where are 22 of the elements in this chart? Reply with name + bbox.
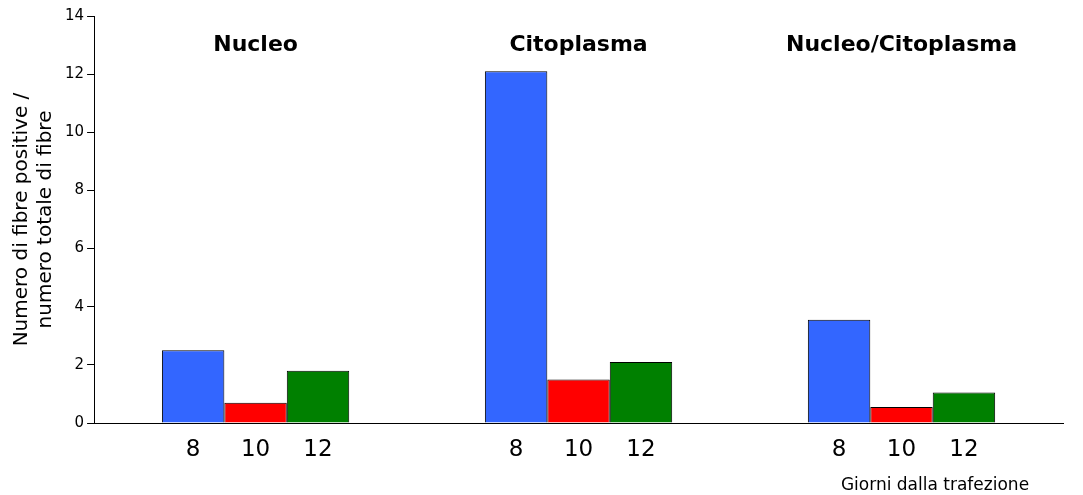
- text: 12: [949, 435, 979, 461]
- series-label: 10: [240, 435, 271, 461]
- y-tick-label: 4: [74, 296, 85, 315]
- series-label: 12: [303, 435, 333, 461]
- text: 8: [508, 435, 524, 461]
- y-axis-title: Numero di fibre positive / numero totale di fibre: [8, 92, 57, 347]
- x-tick-label: Nucleo/Citoplasma: [785, 31, 1018, 56]
- y-tick-label: 0: [74, 412, 85, 431]
- series-label: 8: [185, 435, 201, 461]
- text: 8: [831, 435, 847, 461]
- x-axis-title: Giorni dalla trafezione: [840, 474, 1030, 494]
- x-tick-label: Citoplasma: [509, 31, 648, 56]
- text: 10: [563, 435, 594, 461]
- y-tick-label: 6: [74, 238, 85, 257]
- y-tick-label: 12: [64, 64, 85, 83]
- text: 10: [886, 435, 917, 461]
- y-tick-label: 14: [64, 5, 85, 24]
- y-tick-label: 2: [74, 354, 85, 373]
- y-tick-label: 8: [74, 180, 85, 199]
- x-tick-label: Nucleo: [213, 31, 298, 56]
- text: 12: [626, 435, 656, 461]
- y-tick-label: 10: [64, 122, 85, 141]
